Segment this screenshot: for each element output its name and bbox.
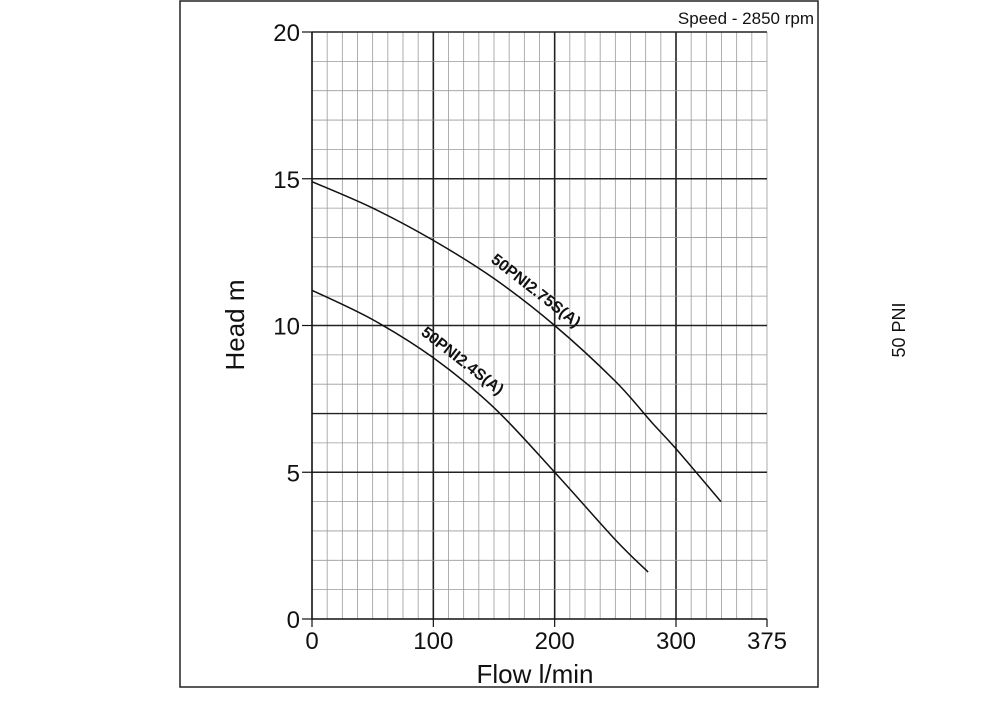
- x-tick-label: 0: [305, 628, 318, 655]
- y-tick-label: 5: [287, 460, 300, 487]
- x-axis-title: Flow l/min: [476, 659, 593, 689]
- series-line-1: [311, 180, 722, 503]
- chart-frame: [179, 0, 819, 688]
- x-tick-label: 200: [535, 628, 575, 655]
- series-family-label: 50 PNI: [889, 302, 909, 357]
- labels: Speed - 2850 rpm 50 PNI Flow l/min Head …: [220, 9, 909, 689]
- grid: [311, 31, 768, 620]
- x-tick-label: 300: [656, 628, 696, 655]
- series-line-2: [311, 289, 649, 573]
- series-label-2: 50PNI2.4S(A): [418, 324, 507, 399]
- y-tick-label: 15: [273, 167, 300, 194]
- series-lines: 50PNI2.75S(A)50PNI2.4S(A): [311, 180, 722, 573]
- y-tick-label: 0: [287, 607, 300, 634]
- speed-annotation: Speed - 2850 rpm: [678, 9, 814, 28]
- y-tick-label: 20: [273, 20, 300, 47]
- x-tick-label: 375: [747, 628, 787, 655]
- y-axis-title: Head m: [220, 279, 250, 370]
- series-label-1: 50PNI2.75S(A): [488, 251, 584, 331]
- x-tick-label: 100: [413, 628, 453, 655]
- y-tick-label: 10: [273, 314, 300, 341]
